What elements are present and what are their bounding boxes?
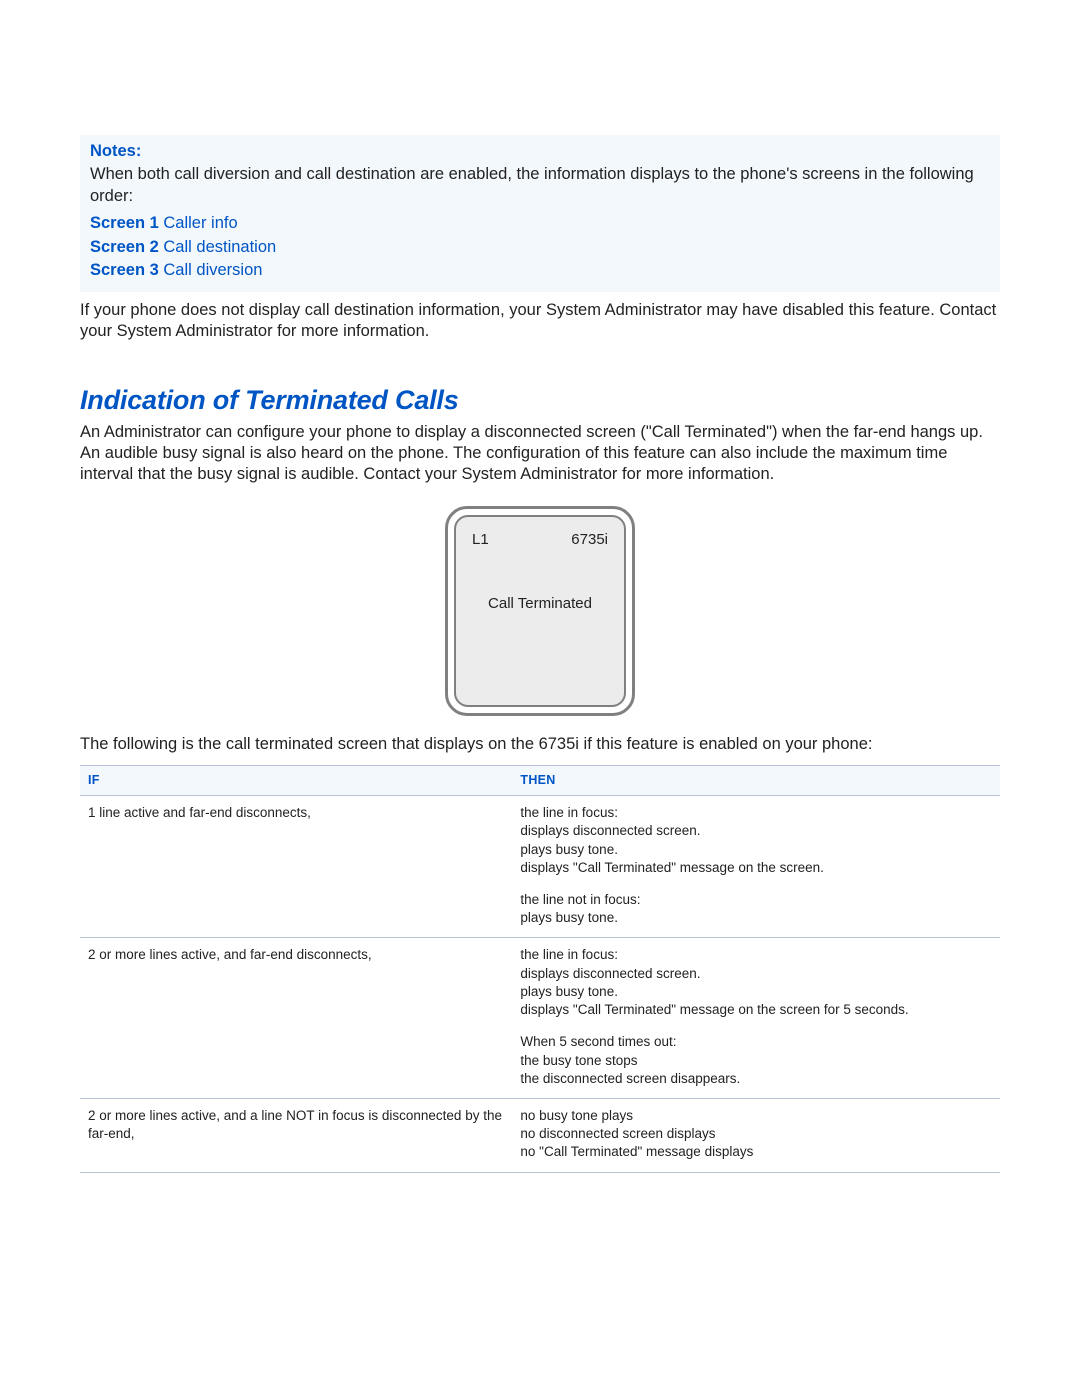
section-heading: Indication of Terminated Calls xyxy=(80,385,1000,416)
screen-label: Screen 1 xyxy=(90,214,159,232)
table-cell-then: no busy tone playsno disconnected screen… xyxy=(512,1098,1000,1172)
table-cell-then: the line in focus:displays disconnected … xyxy=(512,796,1000,938)
table-header-if: IF xyxy=(80,766,512,796)
table-cell-line: displays disconnected screen. xyxy=(520,965,992,983)
table-body: 1 line active and far-end disconnects,th… xyxy=(80,796,1000,1173)
document-page: Notes: When both call diversion and call… xyxy=(0,0,1080,1253)
table-cell-line: plays busy tone. xyxy=(520,909,992,927)
screen-text: Call destination xyxy=(159,238,276,256)
table-row: 2 or more lines active, and a line NOT i… xyxy=(80,1098,1000,1172)
table-cell-line: When 5 second times out: xyxy=(520,1033,992,1051)
notes-box: Notes: When both call diversion and call… xyxy=(80,135,1000,292)
notes-screen-line: Screen 2 Call destination xyxy=(90,237,990,258)
notes-title: Notes: xyxy=(90,141,990,162)
notes-screen-line: Screen 3 Call diversion xyxy=(90,260,990,281)
table-cell-line: plays busy tone. xyxy=(520,983,992,1001)
phone-line-label: L1 xyxy=(472,531,489,548)
table-cell-line: the line not in focus: xyxy=(520,891,992,909)
table-cell-line: no busy tone plays xyxy=(520,1107,992,1125)
phone-screen: L1 6735i Call Terminated xyxy=(454,515,626,707)
phone-message: Call Terminated xyxy=(456,595,624,612)
table-cell-block: the line not in focus:plays busy tone. xyxy=(520,891,992,927)
table-cell-if: 2 or more lines active, and a line NOT i… xyxy=(80,1098,512,1172)
table-cell-line: displays "Call Terminated" message on th… xyxy=(520,1001,992,1019)
phone-figure: L1 6735i Call Terminated xyxy=(445,506,635,716)
table-cell-block: the line in focus:displays disconnected … xyxy=(520,946,992,1019)
phone-model-label: 6735i xyxy=(571,531,608,548)
table-cell-line: displays "Call Terminated" message on th… xyxy=(520,859,992,877)
table-cell-line: displays disconnected screen. xyxy=(520,822,992,840)
table-cell-line: plays busy tone. xyxy=(520,841,992,859)
notes-body: When both call diversion and call destin… xyxy=(90,164,990,207)
table-cell-line: the busy tone stops xyxy=(520,1052,992,1070)
table-cell-if: 1 line active and far-end disconnects, xyxy=(80,796,512,938)
screen-text: Call diversion xyxy=(159,261,263,279)
table-cell-line: the disconnected screen disappears. xyxy=(520,1070,992,1088)
section-body: An Administrator can configure your phon… xyxy=(80,422,1000,486)
screen-label: Screen 2 xyxy=(90,238,159,256)
table-cell-line: the line in focus: xyxy=(520,804,992,822)
screen-text: Caller info xyxy=(159,214,238,232)
table-cell-then: the line in focus:displays disconnected … xyxy=(512,938,1000,1099)
table-header-then: THEN xyxy=(512,766,1000,796)
figure-caption: The following is the call terminated scr… xyxy=(80,734,1000,755)
table-cell-block: the line in focus:displays disconnected … xyxy=(520,804,992,877)
table-row: 2 or more lines active, and far-end disc… xyxy=(80,938,1000,1099)
screen-label: Screen 3 xyxy=(90,261,159,279)
table-cell-line: no "Call Terminated" message displays xyxy=(520,1143,992,1161)
table-cell-block: When 5 second times out:the busy tone st… xyxy=(520,1033,992,1088)
table-cell-line: the line in focus: xyxy=(520,946,992,964)
terminated-calls-table: IF THEN 1 line active and far-end discon… xyxy=(80,765,1000,1172)
table-row: 1 line active and far-end disconnects,th… xyxy=(80,796,1000,938)
after-notes-paragraph: If your phone does not display call dest… xyxy=(80,300,1000,343)
phone-bezel: L1 6735i Call Terminated xyxy=(445,506,635,716)
table-cell-if: 2 or more lines active, and far-end disc… xyxy=(80,938,512,1099)
notes-screen-line: Screen 1 Caller info xyxy=(90,213,990,234)
table-cell-line: no disconnected screen displays xyxy=(520,1125,992,1143)
phone-status-bar: L1 6735i xyxy=(472,531,608,548)
table-cell-block: no busy tone playsno disconnected screen… xyxy=(520,1107,992,1162)
